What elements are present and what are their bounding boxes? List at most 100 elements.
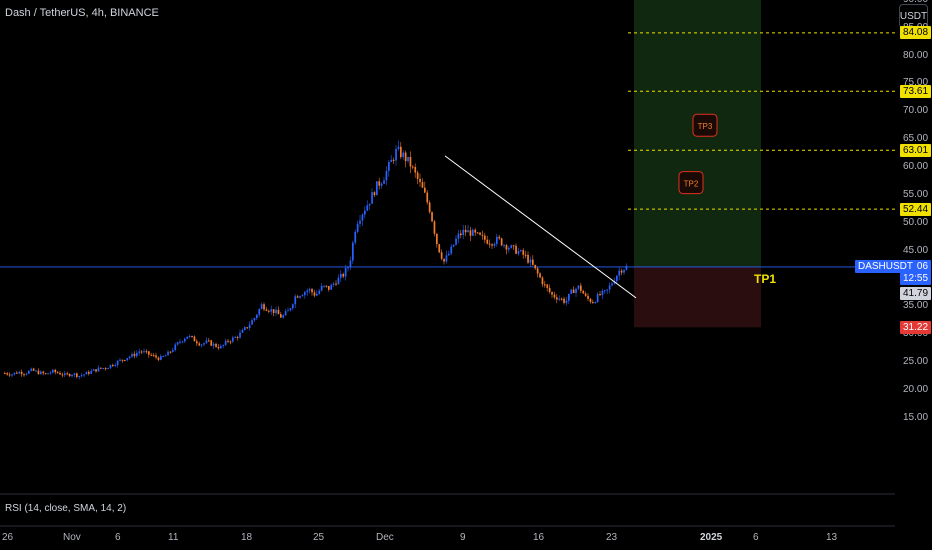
symbol-tag: DASHUSDT bbox=[855, 260, 917, 274]
candle-body bbox=[85, 371, 88, 375]
candle-body bbox=[112, 364, 114, 366]
candle-body bbox=[592, 302, 594, 304]
candle-body bbox=[385, 170, 388, 181]
price-tick: 75.00 bbox=[903, 77, 929, 89]
candle-body bbox=[13, 372, 16, 375]
candle-body bbox=[20, 371, 23, 375]
trendline[interactable] bbox=[444, 155, 637, 299]
candle-body bbox=[306, 290, 309, 293]
candle-body bbox=[49, 372, 52, 374]
candle-body bbox=[416, 172, 419, 179]
candle-body bbox=[282, 315, 285, 318]
candle-body bbox=[440, 252, 443, 259]
candle-body bbox=[364, 210, 366, 215]
candle-body bbox=[577, 285, 580, 289]
candle-body bbox=[107, 368, 109, 370]
candle-body bbox=[272, 309, 275, 314]
loss-zone[interactable] bbox=[634, 266, 761, 328]
candle-body bbox=[419, 178, 421, 183]
price-tick: 50.00 bbox=[903, 216, 929, 228]
candle-body bbox=[275, 309, 277, 314]
candle-body bbox=[280, 314, 282, 318]
candle-body bbox=[608, 285, 611, 290]
candle-body bbox=[251, 320, 253, 325]
candle-body bbox=[325, 285, 328, 287]
candle-body bbox=[445, 255, 448, 262]
candle-body bbox=[191, 335, 193, 337]
candle-body bbox=[200, 344, 203, 346]
candle-body bbox=[356, 223, 359, 232]
candle-body bbox=[563, 298, 565, 303]
candle-body bbox=[268, 310, 270, 312]
candle-body bbox=[181, 341, 184, 343]
price-tick: 60.00 bbox=[903, 161, 929, 172]
candle-body bbox=[90, 370, 93, 374]
candle-body bbox=[30, 368, 33, 371]
candle-body bbox=[510, 245, 513, 249]
candle-body bbox=[340, 273, 342, 278]
candle-body bbox=[400, 146, 402, 158]
tp-box-3[interactable] bbox=[692, 113, 718, 137]
candle-body bbox=[164, 355, 167, 357]
time-tick: 16 bbox=[533, 532, 545, 543]
candle-body bbox=[599, 294, 601, 296]
tp-markers[interactable]: TP2 TP3 TP1 bbox=[678, 113, 776, 286]
candle-body bbox=[157, 357, 160, 360]
candle-body bbox=[582, 290, 585, 294]
tp-box-2[interactable] bbox=[678, 171, 704, 195]
candle-body bbox=[83, 374, 85, 376]
candle-body bbox=[611, 283, 613, 286]
time-tick: 6 bbox=[753, 532, 759, 543]
candle-body bbox=[172, 350, 174, 352]
candle-body bbox=[409, 156, 412, 167]
candle-body bbox=[167, 351, 169, 356]
candle-body bbox=[88, 371, 90, 374]
candle-body bbox=[323, 285, 325, 287]
price-tick: 35.00 bbox=[903, 300, 929, 312]
candle-body bbox=[203, 343, 205, 345]
candle-body bbox=[148, 351, 150, 355]
candle-body bbox=[580, 285, 582, 291]
candle-body bbox=[215, 343, 217, 347]
candle-body bbox=[532, 259, 534, 265]
candle-body bbox=[565, 300, 568, 303]
candle-body bbox=[541, 277, 544, 285]
candle-body bbox=[308, 289, 311, 291]
tp-price-tag-4: 84.08 bbox=[900, 26, 932, 40]
candle-body bbox=[378, 181, 381, 186]
time-tick: 13 bbox=[826, 532, 838, 543]
time-tick: Nov bbox=[63, 532, 81, 543]
candle-body bbox=[229, 341, 232, 343]
candle-body bbox=[623, 269, 625, 273]
candles bbox=[4, 140, 628, 380]
candle-body bbox=[222, 344, 225, 347]
stop-price-tag: 31.22 bbox=[900, 320, 932, 334]
candle-body bbox=[491, 244, 493, 246]
candle-body bbox=[438, 244, 441, 253]
candle-body bbox=[328, 286, 330, 290]
candle-body bbox=[160, 356, 162, 360]
tp-box-label: TP2 bbox=[684, 180, 699, 189]
candle-body bbox=[59, 372, 61, 375]
candle-body bbox=[342, 273, 345, 277]
candle-body bbox=[536, 268, 539, 274]
candle-body bbox=[376, 181, 378, 196]
candle-body bbox=[596, 294, 599, 303]
candle-body bbox=[414, 167, 417, 173]
candle-body bbox=[258, 308, 261, 315]
candle-body bbox=[210, 340, 213, 346]
candle-body bbox=[539, 273, 541, 278]
candle-body bbox=[263, 304, 265, 310]
candle-body bbox=[236, 336, 239, 338]
candle-body bbox=[234, 336, 237, 338]
candle-body bbox=[527, 254, 529, 263]
candle-body bbox=[462, 229, 465, 236]
candle-body bbox=[150, 354, 153, 356]
candle-body bbox=[76, 373, 78, 377]
candle-body bbox=[476, 232, 479, 234]
candle-body bbox=[486, 239, 489, 244]
candle-body bbox=[152, 355, 155, 357]
candle-body bbox=[260, 304, 263, 309]
candle-body bbox=[522, 250, 525, 255]
